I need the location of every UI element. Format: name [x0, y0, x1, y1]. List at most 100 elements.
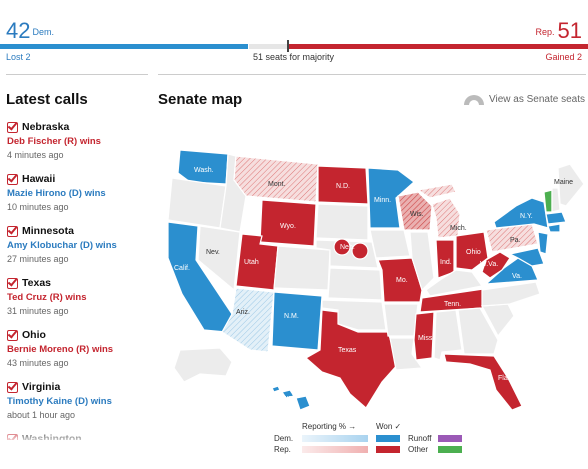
state-georgia[interactable] — [457, 307, 499, 355]
senate-map-heading: Senate map — [158, 91, 243, 108]
state-ohio[interactable] — [455, 231, 489, 271]
state-tennessee[interactable] — [419, 287, 491, 313]
state-illinois[interactable] — [409, 231, 435, 292]
legend-rep-gradient — [302, 446, 368, 453]
state-hawaii[interactable] — [271, 385, 311, 411]
state-west-virginia[interactable] — [481, 251, 511, 279]
call-time: 43 minutes ago — [7, 358, 69, 368]
label-fla: Fla. — [498, 375, 510, 382]
legend-dem-label: Dem. — [274, 434, 294, 443]
list-fade — [0, 425, 155, 445]
call-state: Virginia — [22, 381, 61, 393]
label-ariz: Ariz. — [236, 309, 250, 316]
view-as-seats-link[interactable]: View as Senate seats — [463, 92, 588, 108]
state-texas[interactable] — [304, 309, 399, 409]
state-new-jersey[interactable] — [537, 231, 549, 255]
dem-seat-bar — [0, 44, 248, 49]
state-alaska[interactable] — [173, 347, 233, 383]
state-new-mexico[interactable] — [271, 291, 323, 351]
view-as-seats-label: View as Senate seats — [489, 94, 585, 105]
state-kentucky[interactable] — [425, 269, 484, 297]
label-pa: Pa. — [510, 237, 521, 244]
calls-divider — [6, 74, 148, 75]
state-florida[interactable] — [443, 353, 523, 411]
state-wyoming[interactable] — [259, 199, 317, 247]
label-neb: Neb. — [340, 244, 355, 251]
latest-calls-heading: Latest calls — [6, 91, 88, 108]
state-mississippi[interactable] — [413, 311, 435, 361]
state-wisconsin[interactable] — [397, 191, 433, 231]
state-oregon[interactable] — [167, 177, 227, 229]
state-north-carolina[interactable] — [481, 281, 541, 307]
list-item[interactable]: Virginia Timothy Kaine (D) wins about 1 … — [6, 380, 151, 432]
majority-marker — [287, 40, 289, 52]
state-south-dakota[interactable] — [315, 203, 369, 241]
rep-seat-count: Rep. 51 — [536, 20, 583, 43]
majority-text: 51 seats for majority — [253, 52, 335, 62]
call-winner: Timothy Kaine (D) wins — [7, 396, 112, 407]
state-vermont[interactable] — [543, 189, 553, 213]
uncalled-seat-bar — [249, 44, 287, 49]
label-nev: Nev. — [206, 249, 220, 256]
state-minnesota[interactable] — [367, 167, 415, 229]
call-winner: Ted Cruz (R) wins — [7, 292, 87, 303]
check-icon — [7, 382, 18, 393]
call-time: 31 minutes ago — [7, 306, 69, 316]
label-wash: Wash. — [194, 167, 214, 174]
legend-rep-won-swatch — [376, 446, 400, 453]
state-north-dakota[interactable] — [317, 165, 369, 205]
legend-reporting-label: Reporting % → — [302, 422, 357, 431]
state-iowa[interactable] — [369, 229, 411, 259]
legend-runoff-swatch — [438, 435, 462, 442]
state-colorado[interactable] — [273, 245, 331, 291]
nebraska-district-2[interactable] — [351, 242, 369, 260]
label-mo: Mo. — [396, 277, 408, 284]
call-winner: Deb Fischer (R) wins — [7, 136, 101, 147]
call-time: about 1 hour ago — [7, 410, 76, 420]
list-item[interactable]: Ohio Bernie Moreno (R) wins 43 minutes a… — [6, 328, 151, 380]
state-new-hampshire[interactable] — [551, 187, 561, 213]
latest-calls-list: Nebraska Deb Fischer (R) wins 4 minutes … — [6, 120, 151, 440]
call-winner: Mazie Hirono (D) wins — [7, 188, 106, 199]
rep-label: Rep. — [535, 27, 555, 38]
dem-seat-count: 42 Dem. — [6, 20, 54, 43]
legend-other-label: Other — [408, 445, 429, 454]
list-item[interactable]: Nebraska Deb Fischer (R) wins 4 minutes … — [6, 120, 151, 172]
label-hawaii: Hawaii — [274, 395, 295, 402]
list-item[interactable]: Texas Ted Cruz (R) wins 31 minutes ago — [6, 276, 151, 328]
label-nm: N.M. — [284, 313, 299, 320]
label-ohio: Ohio — [466, 249, 481, 256]
state-massachusetts[interactable] — [545, 211, 567, 225]
check-icon — [7, 226, 18, 237]
map-divider — [158, 74, 586, 75]
state-louisiana[interactable] — [389, 337, 424, 371]
nebraska-district-1[interactable] — [333, 238, 351, 256]
label-utah: Utah — [244, 259, 259, 266]
legend-runoff-label: Runoff — [408, 434, 432, 443]
label-wis: Wis. — [410, 211, 424, 218]
state-nevada[interactable] — [197, 225, 241, 292]
state-arkansas[interactable] — [383, 303, 419, 337]
state-montana[interactable] — [233, 155, 319, 203]
seats-icon — [464, 95, 484, 105]
label-mont: Mont. — [268, 181, 286, 188]
label-miss: Miss. — [418, 335, 434, 342]
legend-won-label: Won ✓ — [376, 422, 402, 431]
label-tenn: Tenn. — [444, 301, 461, 308]
state-alabama[interactable] — [433, 309, 463, 361]
list-item[interactable]: Minnesota Amy Klobuchar (D) wins 27 minu… — [6, 224, 151, 276]
check-icon — [7, 174, 18, 185]
label-nd: N.D. — [336, 183, 350, 190]
call-state: Texas — [22, 277, 51, 289]
list-item[interactable]: Hawaii Mazie Hirono (D) wins 10 minutes … — [6, 172, 151, 224]
label-minn: Minn. — [374, 197, 391, 204]
label-mich: Mich. — [450, 225, 467, 232]
call-state: Nebraska — [22, 121, 70, 133]
label-wva: W.Va. — [480, 261, 498, 268]
state-connecticut[interactable] — [547, 223, 561, 233]
state-arizona[interactable] — [221, 287, 275, 353]
state-maine[interactable] — [557, 163, 585, 207]
state-kansas[interactable] — [327, 267, 383, 301]
state-maryland[interactable] — [508, 247, 545, 267]
call-state: Hawaii — [22, 173, 56, 185]
